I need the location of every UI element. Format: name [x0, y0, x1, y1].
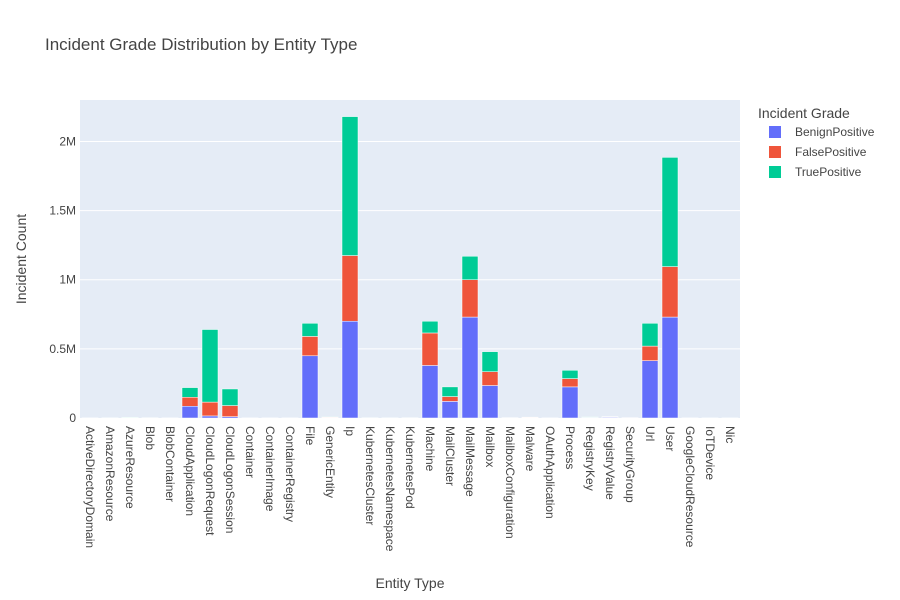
x-tick-label: KubernetesCluster	[363, 426, 377, 525]
bar-truepositive-ip[interactable]	[341, 116, 359, 256]
y-tick-label: 1.5M	[49, 204, 76, 218]
bar-falsepositive-url[interactable]	[641, 345, 659, 361]
bar-truepositive-file[interactable]	[301, 323, 319, 337]
x-tick-label: MailboxConfiguration	[503, 426, 517, 539]
x-tick-label: KubernetesNamespace	[383, 426, 397, 552]
legend-title: Incident Grade	[758, 105, 850, 121]
x-tick-label: GoogleCloudResource	[683, 426, 697, 548]
x-tick-label: Ip	[343, 426, 357, 436]
x-axis-title: Entity Type	[375, 575, 444, 591]
bars	[81, 116, 739, 419]
x-tick-label: Container	[243, 426, 257, 478]
x-tick-label: CloudLogonRequest	[203, 426, 217, 536]
legend-swatch-truepositive[interactable]	[769, 166, 781, 178]
bar-falsepositive-ip[interactable]	[341, 255, 359, 322]
bar-truepositive-mailbox[interactable]	[481, 351, 499, 372]
y-axis-title: Incident Count	[13, 214, 29, 304]
x-tick-label: BlobContainer	[163, 426, 177, 502]
x-tick-label: AzureResource	[123, 426, 137, 509]
y-tick-label: 2M	[59, 134, 76, 148]
x-tick-labels: ActiveDirectoryDomain AmazonResource Azure…	[83, 426, 737, 552]
bar-falsepositive-mailcluster[interactable]	[441, 396, 459, 402]
chart-title: Incident Grade Distribution by Entity Ty…	[45, 35, 357, 54]
x-tick-label: MailCluster	[443, 426, 457, 486]
legend-label-falsepositive[interactable]: FalsePositive	[795, 145, 867, 159]
legend-label-benignpositive[interactable]: BenignPositive	[795, 125, 875, 139]
x-tick-label: Mailbox	[483, 426, 497, 467]
x-tick-label: IoTDevice	[703, 426, 717, 480]
bar-falsepositive-mailbox[interactable]	[481, 371, 499, 386]
x-tick-label: KubernetesPod	[403, 426, 417, 509]
x-tick-label: CloudApplication	[183, 426, 197, 516]
bar-truepositive-cloudlogonsession[interactable]	[221, 388, 239, 406]
x-tick-label: ContainerRegistry	[283, 426, 297, 522]
bar-benignpositive-user[interactable]	[661, 316, 679, 419]
y-tick-label: 0	[69, 411, 76, 425]
x-tick-label: ContainerImage	[263, 426, 277, 512]
bar-benignpositive-process[interactable]	[561, 386, 579, 419]
plot-area	[80, 100, 740, 418]
x-tick-label: Url	[643, 426, 657, 441]
bar-falsepositive-user[interactable]	[661, 266, 679, 318]
x-tick-label: Process	[563, 426, 577, 469]
x-tick-label: AmazonResource	[103, 426, 117, 522]
x-tick-label: CloudLogonSession	[223, 426, 237, 533]
bar-falsepositive-cloudlogonrequest[interactable]	[201, 401, 219, 417]
bar-benignpositive-url[interactable]	[641, 360, 659, 419]
bar-truepositive-process[interactable]	[561, 370, 579, 379]
bar-truepositive-mailcluster[interactable]	[441, 386, 459, 397]
y-tick-labels: 0 0.5M 1M 1.5M 2M	[49, 134, 76, 425]
bar-truepositive-cloudlogonrequest[interactable]	[201, 329, 219, 403]
legend-label-truepositive[interactable]: TruePositive	[795, 165, 862, 179]
gridlines	[80, 140, 740, 350]
bar-falsepositive-cloudapplication[interactable]	[181, 397, 199, 407]
bar-benignpositive-mailmessage[interactable]	[461, 316, 479, 419]
x-tick-label: RegistryValue	[603, 426, 617, 500]
bar-truepositive-cloudapplication[interactable]	[181, 387, 199, 398]
legend-swatch-benignpositive[interactable]	[769, 126, 781, 138]
x-tick-label: Blob	[143, 426, 157, 450]
bar-truepositive-url[interactable]	[641, 323, 659, 347]
bar-benignpositive-mailbox[interactable]	[481, 385, 499, 419]
bar-truepositive-mailmessage[interactable]	[461, 255, 479, 280]
x-tick-label: ActiveDirectoryDomain	[83, 426, 97, 548]
bar-benignpositive-cloudlogonrequest[interactable]	[201, 415, 219, 419]
bar-falsepositive-cloudlogonsession[interactable]	[221, 405, 239, 417]
bar-benignpositive-mailcluster[interactable]	[441, 401, 459, 419]
bar-benignpositive-machine[interactable]	[421, 365, 439, 419]
legend: Incident Grade BenignPositive FalsePositi…	[758, 105, 875, 179]
bar-benignpositive-ip[interactable]	[341, 320, 359, 419]
legend-swatch-falsepositive[interactable]	[769, 146, 781, 158]
bar-falsepositive-process[interactable]	[561, 378, 579, 388]
bar-truepositive-machine[interactable]	[421, 320, 439, 334]
bar-truepositive-user[interactable]	[661, 157, 679, 267]
x-tick-label: RegistryKey	[583, 426, 597, 491]
y-tick-label: 0.5M	[49, 342, 76, 356]
x-tick-label: Nic	[723, 426, 737, 443]
x-tick-label: MailMessage	[463, 426, 477, 497]
x-tick-label: User	[663, 426, 677, 451]
x-tick-label: File	[303, 426, 317, 446]
bar-benignpositive-file[interactable]	[301, 355, 319, 419]
x-tick-label: Malware	[523, 426, 537, 472]
x-tick-label: SecurityGroup	[623, 426, 637, 503]
bar-falsepositive-mailmessage[interactable]	[461, 279, 479, 318]
y-tick-label: 1M	[59, 273, 76, 287]
x-tick-label: GenericEntity	[323, 426, 337, 498]
bar-falsepositive-machine[interactable]	[421, 332, 439, 366]
x-tick-label: OAuthApplication	[543, 426, 557, 519]
bar-benignpositive-cloudapplication[interactable]	[181, 405, 199, 419]
bar-falsepositive-file[interactable]	[301, 336, 319, 357]
x-tick-label: Machine	[423, 426, 437, 472]
